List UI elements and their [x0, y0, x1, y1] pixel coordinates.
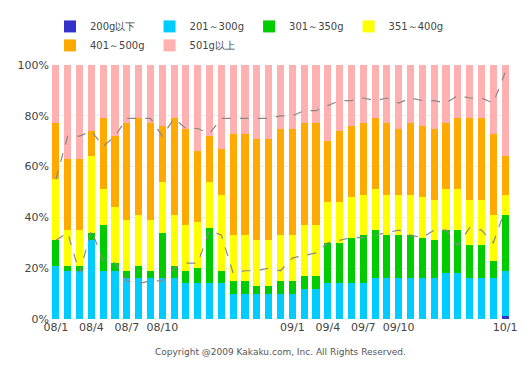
svg-text:0%: 0%: [32, 313, 49, 326]
svg-text:401～500g: 401～500g: [90, 40, 145, 51]
svg-text:200g以下: 200g以下: [90, 21, 135, 32]
svg-text:08/4: 08/4: [79, 321, 104, 334]
svg-text:09/7: 09/7: [351, 321, 376, 334]
svg-text:09/4: 09/4: [315, 321, 340, 334]
svg-text:08/1: 08/1: [44, 321, 69, 334]
svg-text:Copyright @2009 Kakaku.com, In: Copyright @2009 Kakaku.com, Inc. All Rig…: [155, 347, 406, 357]
svg-text:08/7: 08/7: [114, 321, 139, 334]
svg-text:20%: 20%: [25, 262, 49, 275]
svg-text:10/1: 10/1: [493, 321, 518, 334]
svg-text:08/10: 08/10: [146, 321, 178, 334]
svg-text:201～300g: 201～300g: [190, 21, 245, 32]
svg-text:09/10: 09/10: [383, 321, 415, 334]
svg-text:501g以上: 501g以上: [190, 40, 235, 51]
svg-text:60%: 60%: [25, 160, 49, 173]
svg-text:80%: 80%: [25, 110, 49, 123]
svg-text:351～400g: 351～400g: [389, 21, 444, 32]
svg-text:100%: 100%: [18, 59, 49, 72]
svg-text:301～350g: 301～350g: [289, 21, 344, 32]
svg-text:40%: 40%: [25, 211, 49, 224]
svg-text:09/1: 09/1: [280, 321, 305, 334]
